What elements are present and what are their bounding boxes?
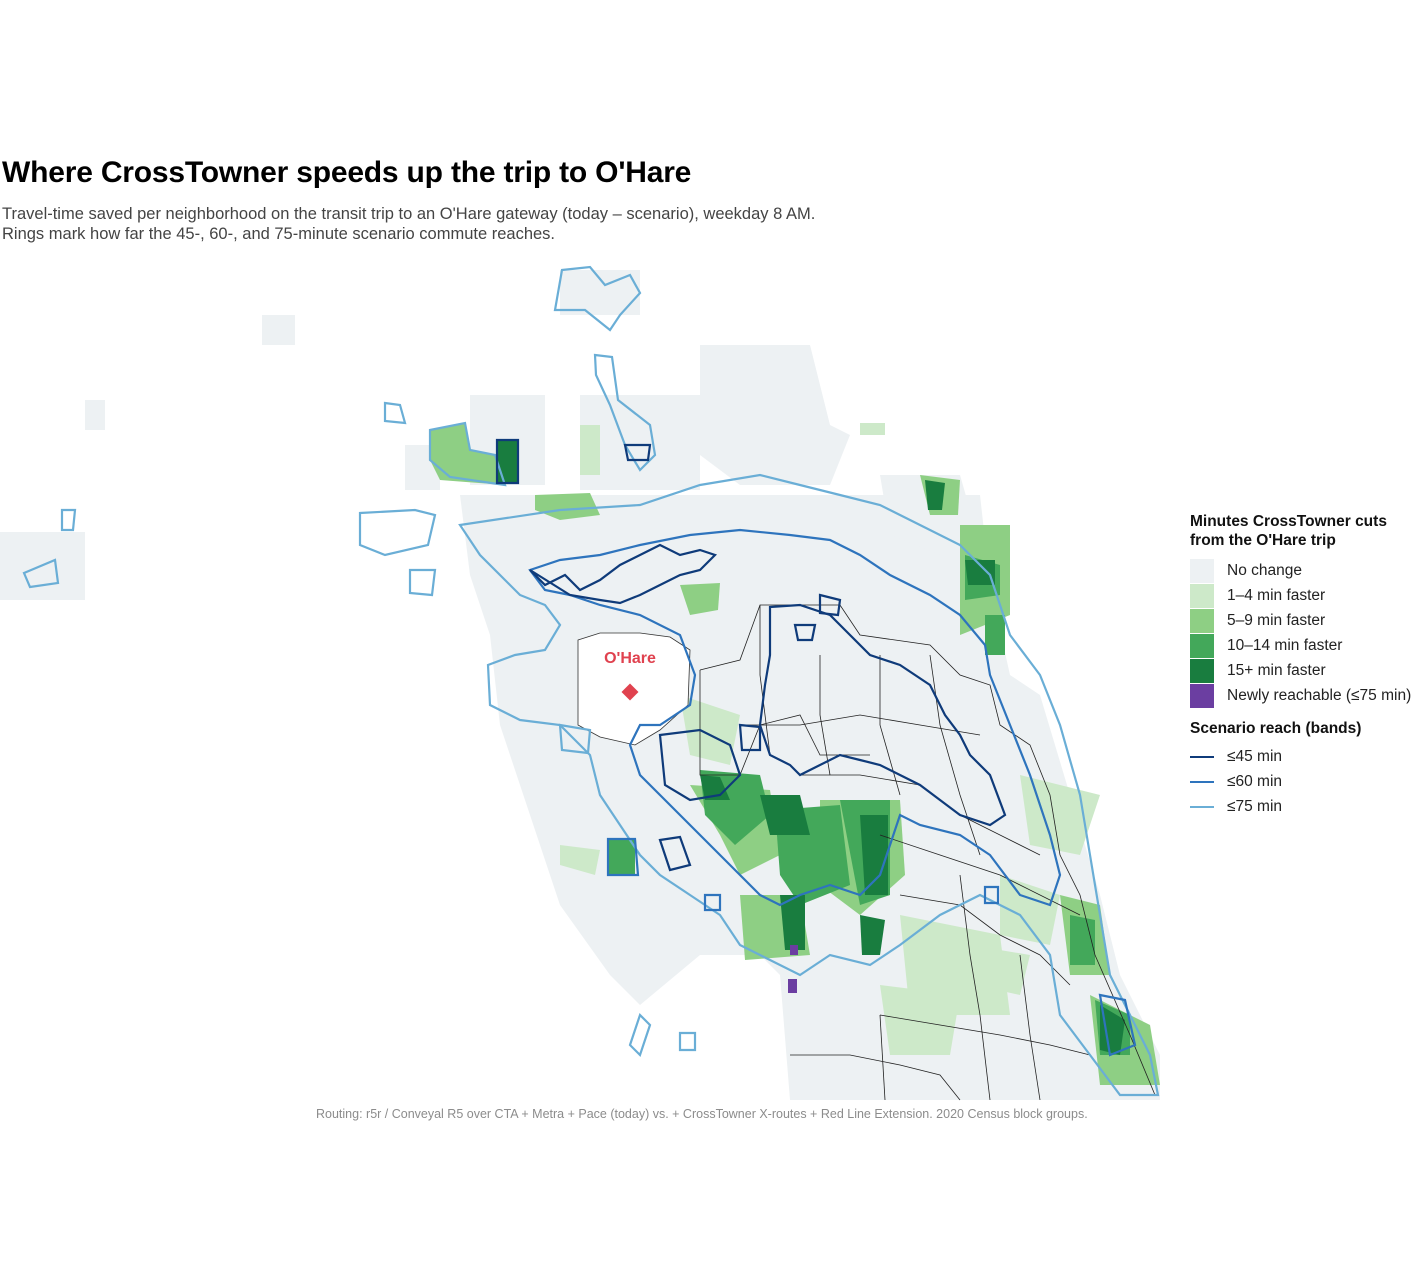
legend-fill-label: No change	[1227, 561, 1302, 579]
legend-band-line	[1190, 755, 1214, 758]
reach-60-band	[528, 528, 1137, 1057]
source-caption: Routing: r5r / Conveyal R5 over CTA + Me…	[316, 1107, 1088, 1121]
legend-fill-item: 15+ min faster	[1190, 658, 1425, 683]
legend-band-title: Scenario reach (bands)	[1190, 720, 1362, 737]
legend-fill-item: Newly reachable (≤75 min)	[1190, 683, 1425, 708]
legend-swatch	[1190, 558, 1214, 583]
gain-15plus-areas	[497, 440, 1125, 1055]
legend-fill-label: Newly reachable (≤75 min)	[1227, 686, 1412, 704]
legend-fill-item: 5–9 min faster	[1190, 608, 1425, 633]
legend-fill-label: 5–9 min faster	[1227, 611, 1326, 629]
legend-fill-item: 10–14 min faster	[1190, 633, 1425, 658]
legend-band-line	[1190, 805, 1214, 808]
legend-fill-label: 10–14 min faster	[1227, 636, 1343, 654]
legend-band-label: ≤75 min	[1227, 797, 1283, 815]
ohare-marker-icon	[621, 683, 639, 701]
legend-band-items: ≤45 min ≤60 min ≤75 min	[1190, 744, 1425, 819]
legend-fill-title: Minutes CrossTowner cuts from the O'Hare…	[1190, 513, 1387, 549]
legend-band-item: ≤60 min	[1190, 769, 1425, 794]
legend-fill-item: No change	[1190, 558, 1425, 583]
gain-1-4-areas	[560, 423, 1100, 1055]
newly-reachable-areas	[788, 945, 798, 993]
chart-subtitle: Travel-time saved per neighborhood on th…	[2, 205, 816, 243]
map-legend: Minutes CrossTowner cuts from the O'Hare…	[1190, 512, 1425, 819]
legend-band-item: ≤75 min	[1190, 794, 1425, 819]
legend-swatch	[1190, 633, 1214, 658]
reach-75-band	[22, 265, 1160, 1097]
legend-fill-item: 1–4 min faster	[1190, 583, 1425, 608]
chart-title: Where CrossTowner speeds up the trip to …	[2, 156, 692, 189]
legend-fill-label: 1–4 min faster	[1227, 586, 1326, 604]
legend-band-label: ≤60 min	[1227, 772, 1283, 790]
legend-band-label: ≤45 min	[1227, 747, 1283, 765]
reach-45-band	[495, 438, 1007, 872]
legend-band-line	[1190, 780, 1214, 783]
ohare-label: O'Hare	[604, 650, 656, 667]
legend-swatch	[1190, 658, 1214, 683]
legend-swatch	[1190, 583, 1214, 608]
travel-time-map: O'Hare	[0, 265, 1160, 1101]
legend-fill-items: No change 1–4 min faster 5–9 min faster 10–…	[1190, 558, 1425, 708]
legend-band-item: ≤45 min	[1190, 744, 1425, 769]
legend-swatch	[1190, 683, 1214, 708]
legend-fill-label: 15+ min faster	[1227, 661, 1326, 679]
legend-swatch	[1190, 608, 1214, 633]
